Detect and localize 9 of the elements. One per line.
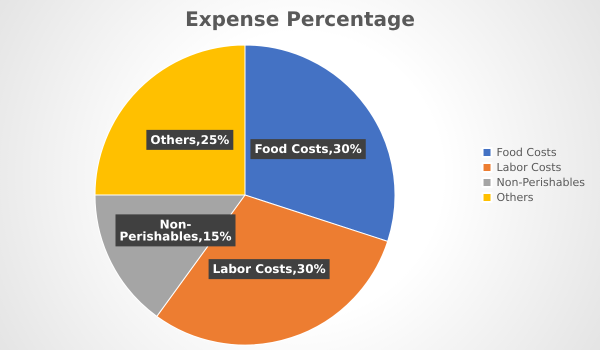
chart-title: Expense Percentage xyxy=(185,7,415,31)
legend-label: Others xyxy=(496,191,534,204)
data-label: Food Costs,30% xyxy=(254,142,362,156)
data-label: Labor Costs,30% xyxy=(212,262,326,276)
legend-label: Labor Costs xyxy=(496,161,562,174)
legend-label: Non-Perishables xyxy=(496,176,586,189)
legend-label: Food Costs xyxy=(496,146,557,159)
data-label: Others,25% xyxy=(150,132,230,147)
data-label: Non-Perishables,15% xyxy=(119,217,232,244)
